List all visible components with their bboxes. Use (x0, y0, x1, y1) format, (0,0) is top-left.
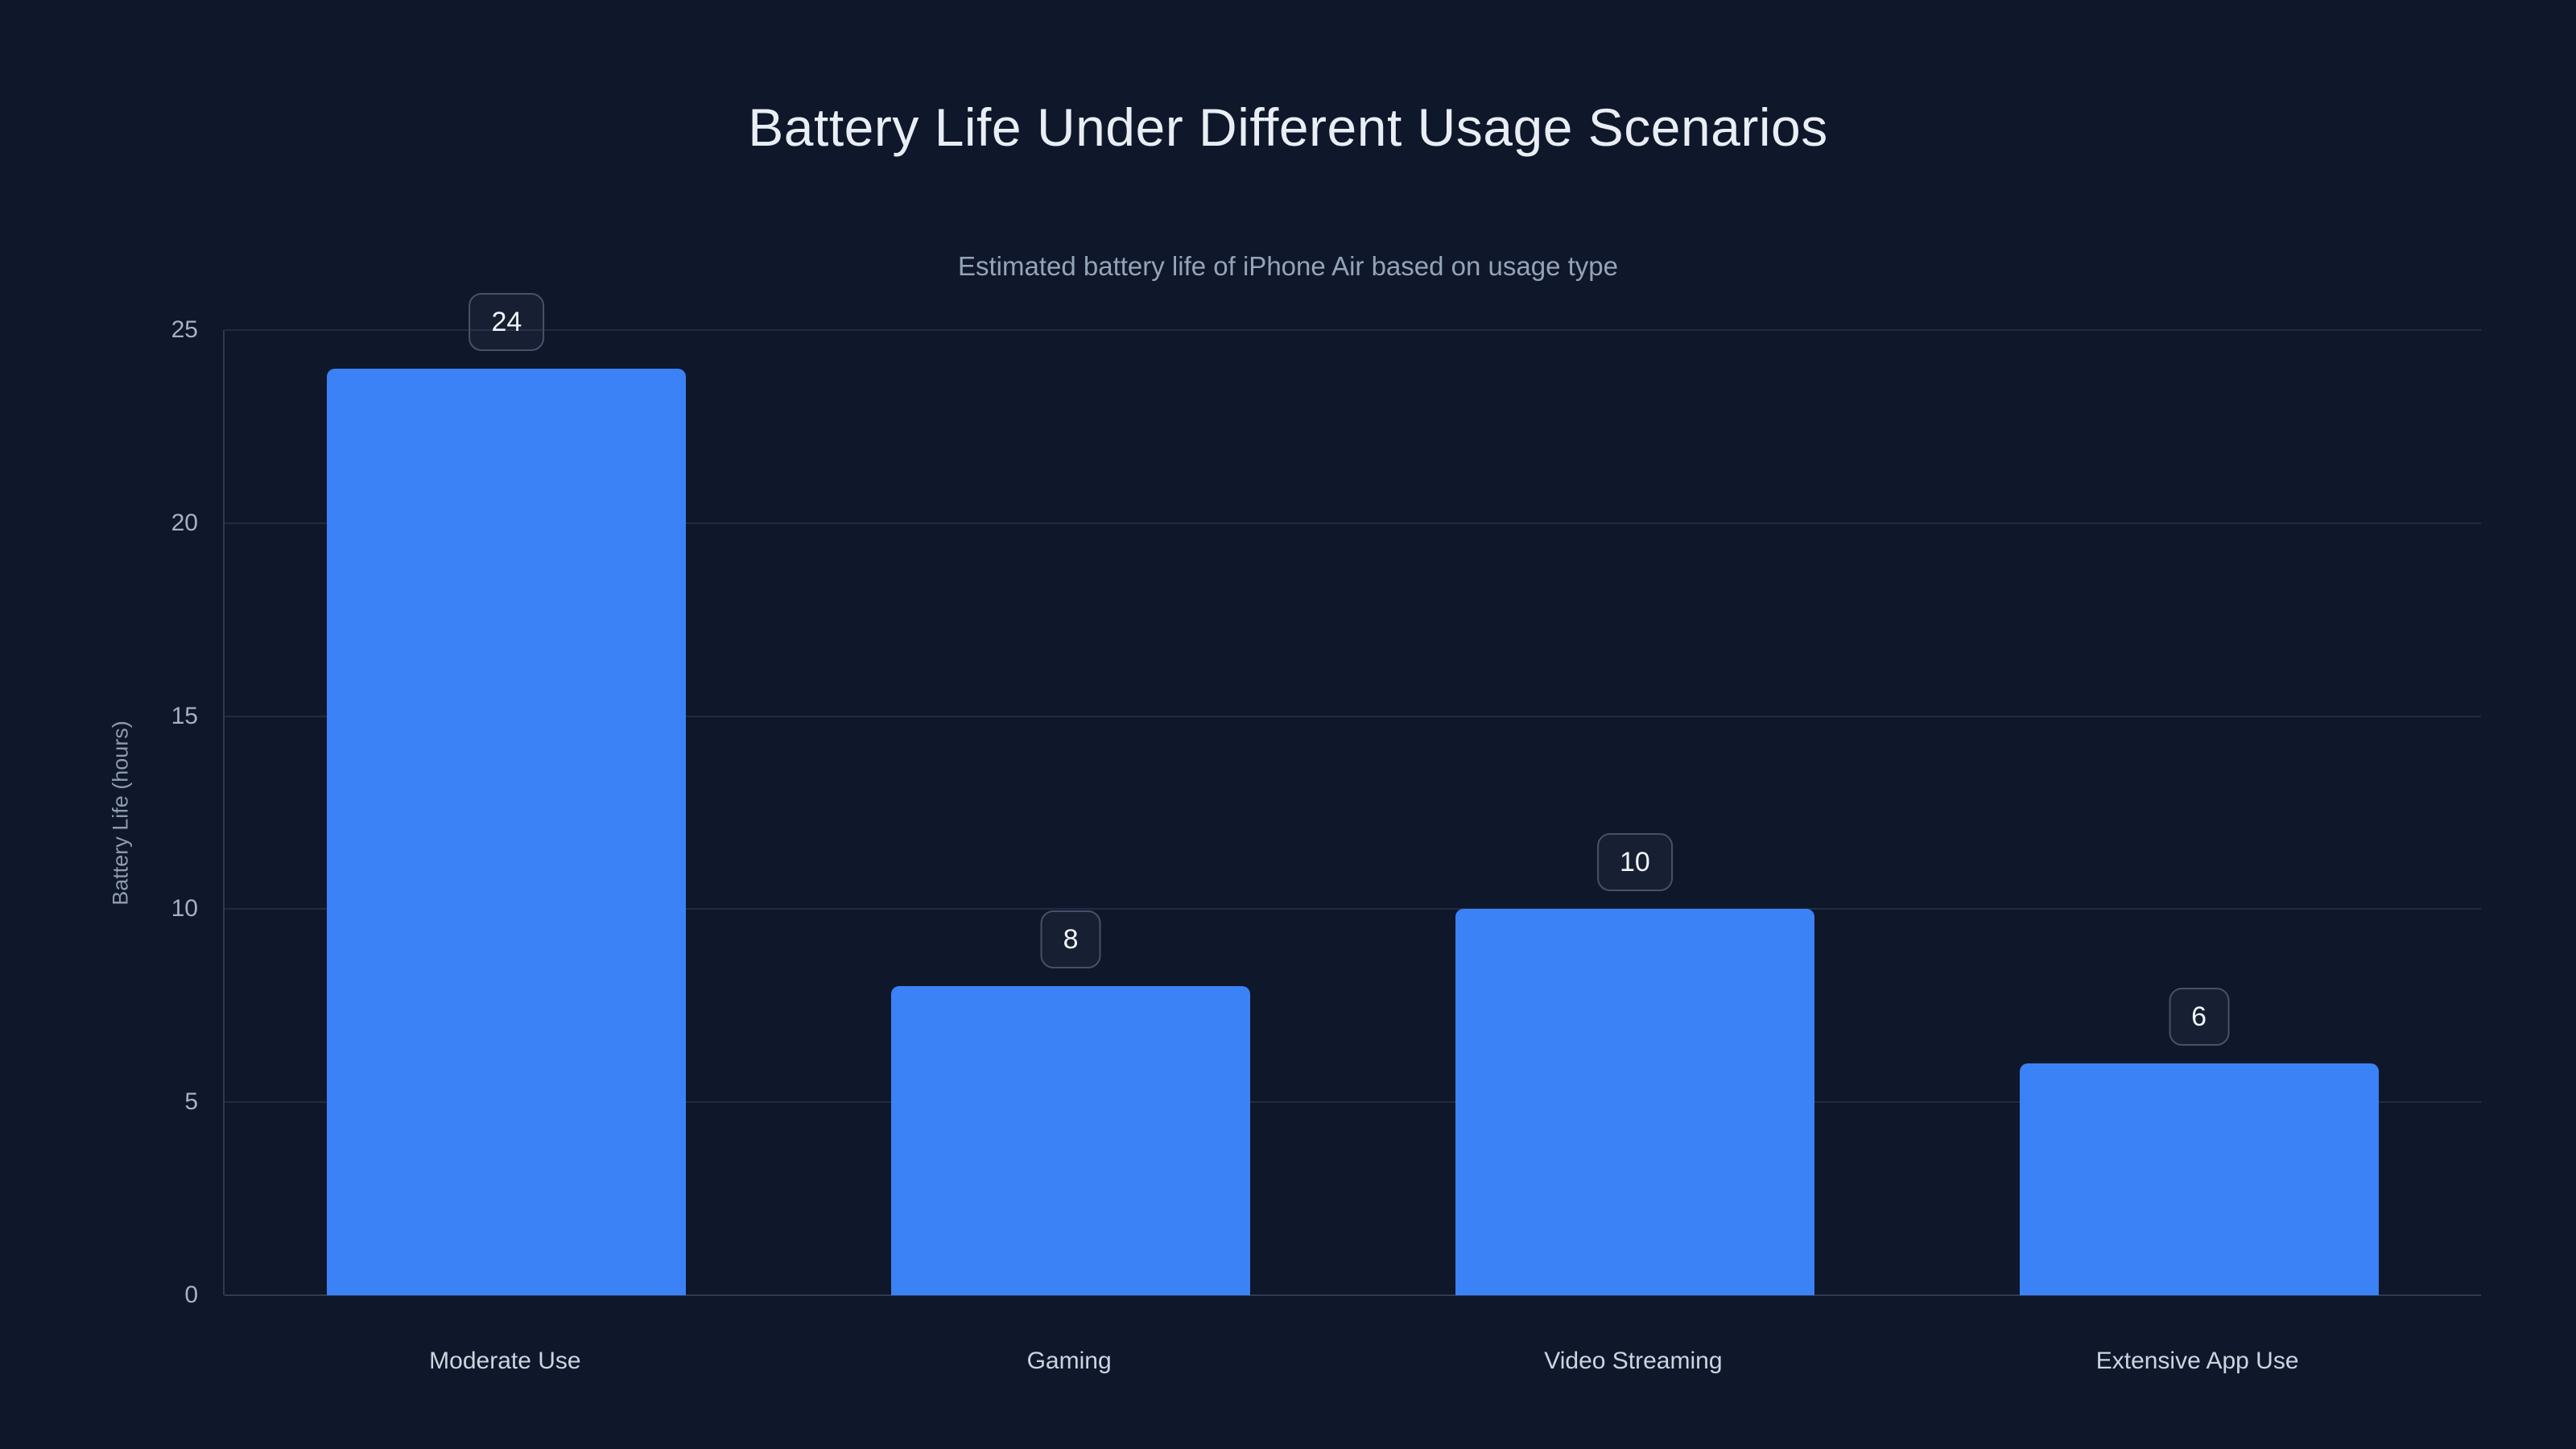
y-tick-label-20: 20 (171, 509, 198, 536)
y-tick-label-10: 10 (171, 895, 198, 923)
x-axis-labels: Moderate Use Gaming Video Streaming Extensi… (223, 1295, 2479, 1376)
x-label-moderate-use: Moderate Use (429, 1348, 581, 1374)
plot-area: 24 8 10 6 (223, 292, 2481, 1296)
x-label-video-streaming: Video Streaming (1544, 1348, 1723, 1374)
value-badge-moderate-use: 24 (469, 292, 545, 351)
y-tick-label-5: 5 (184, 1088, 198, 1116)
bar-video-streaming[interactable] (1455, 909, 1814, 1295)
bar-extensive-app-use[interactable] (2019, 1063, 2379, 1295)
gridline-y-25 (225, 329, 2481, 331)
bar-gaming[interactable] (891, 986, 1251, 1295)
value-badge-gaming: 8 (1040, 910, 1101, 969)
gridline-y-10 (225, 908, 2481, 910)
chart-title: Battery Life Under Different Usage Scena… (748, 97, 1828, 157)
y-tick-label-0: 0 (184, 1282, 198, 1308)
gridline-y-20 (225, 522, 2481, 524)
y-axis-ticks: 0 5 10 15 20 25 (0, 318, 198, 1307)
value-badge-extensive-app-use: 6 (2169, 988, 2230, 1046)
chart-subtitle: Estimated battery life of iPhone Air bas… (957, 251, 1618, 281)
gridline-y-0 (225, 1294, 2481, 1296)
bar-moderate-use[interactable] (327, 368, 687, 1295)
y-tick-label-15: 15 (171, 702, 198, 729)
gridline-y-15 (225, 715, 2481, 717)
x-label-extensive-app-use: Extensive App Use (2095, 1348, 2299, 1374)
y-tick-label-25: 25 (171, 316, 198, 343)
x-label-gaming: Gaming (1026, 1348, 1112, 1374)
gridline-y-5 (225, 1101, 2481, 1104)
value-badge-video-streaming: 10 (1596, 833, 1673, 892)
